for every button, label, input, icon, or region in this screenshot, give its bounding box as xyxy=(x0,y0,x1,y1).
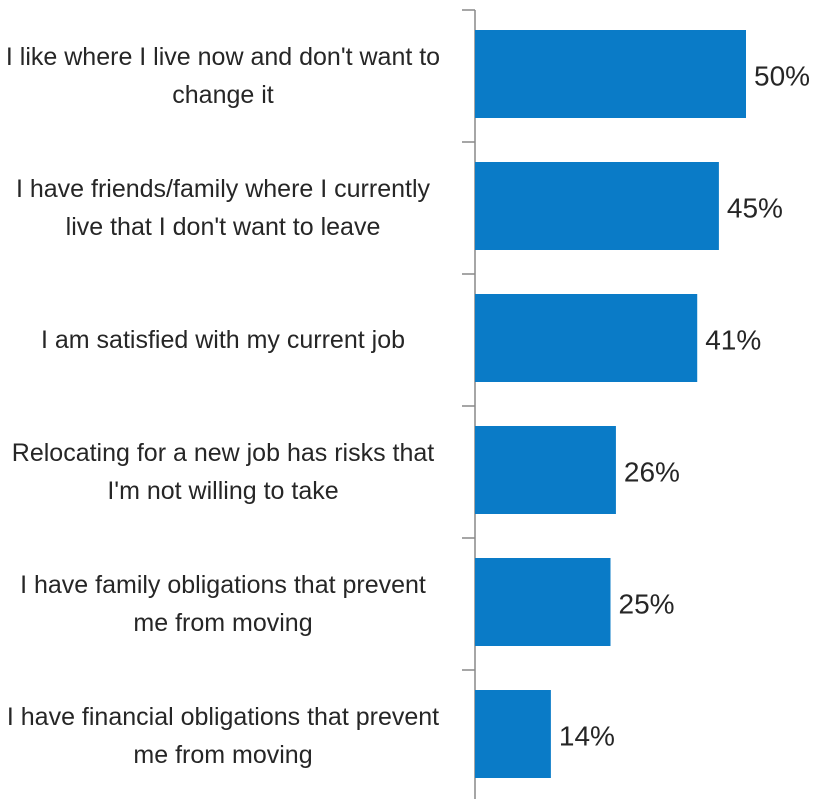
bar xyxy=(475,294,698,382)
bar xyxy=(475,426,616,514)
bar xyxy=(475,690,551,778)
category-label: Relocating for a new job has risks that … xyxy=(11,439,435,505)
category-label: I have family obligations that prevent m… xyxy=(20,571,426,637)
category-label: I like where I live now and don't want t… xyxy=(5,43,441,109)
value-label: 25% xyxy=(619,588,675,619)
value-label: 26% xyxy=(624,456,680,487)
value-label: 50% xyxy=(754,60,810,91)
bar xyxy=(475,558,611,646)
category-label: I am satisfied with my current job xyxy=(40,326,405,354)
category-label: I have friends/family where I currently … xyxy=(15,175,431,241)
bar xyxy=(475,162,719,250)
category-label: I have financial obligations that preven… xyxy=(6,703,440,769)
value-label: 45% xyxy=(727,192,783,223)
value-label: 41% xyxy=(705,324,761,355)
value-label: 14% xyxy=(559,720,615,751)
bar xyxy=(475,30,746,118)
